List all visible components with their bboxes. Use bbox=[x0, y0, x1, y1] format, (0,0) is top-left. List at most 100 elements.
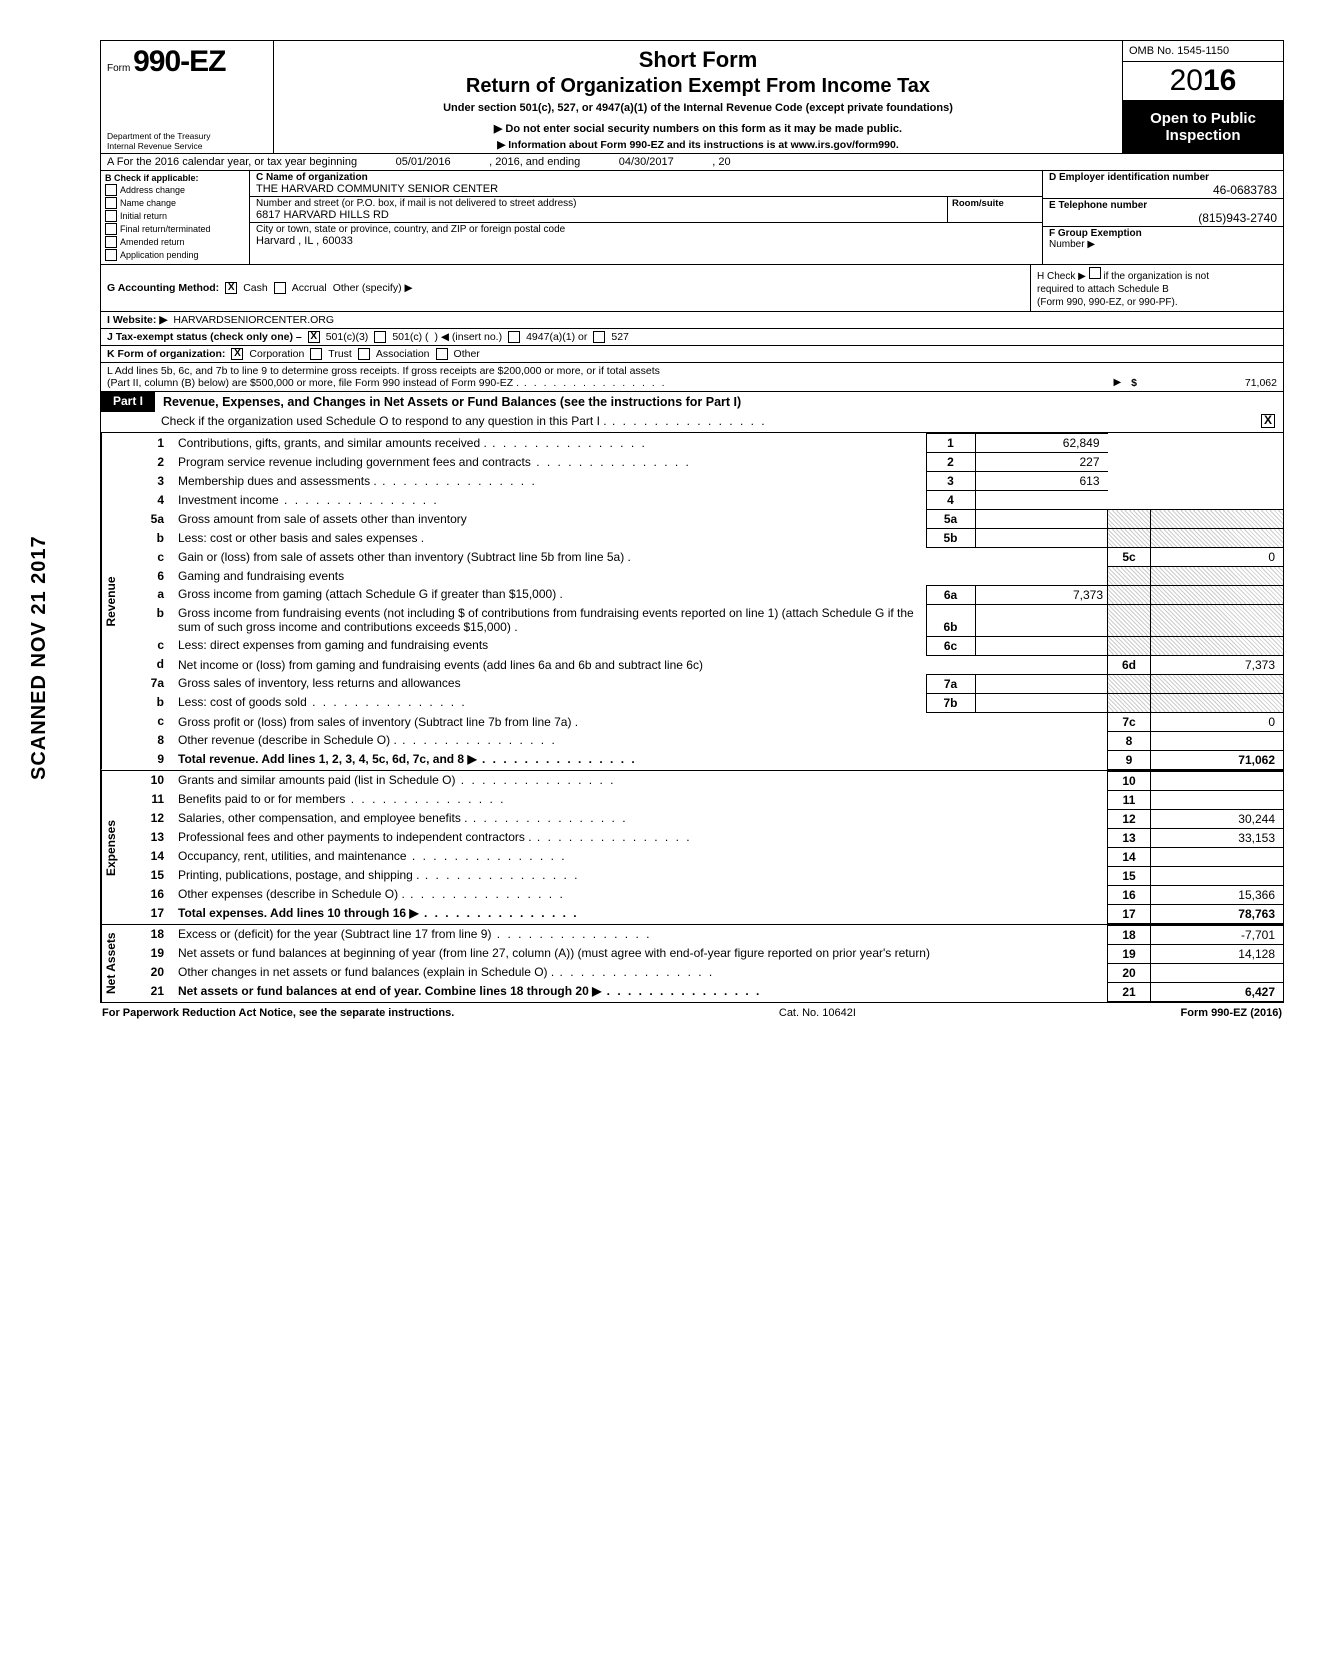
line-l-text1: L Add lines 5b, 6c, and 7b to line 9 to … bbox=[107, 365, 1277, 377]
chk-application-pending[interactable]: Application pending bbox=[105, 249, 245, 261]
line-6c: cLess: direct expenses from gaming and f… bbox=[130, 636, 1283, 655]
col-de: D Employer identification number 46-0683… bbox=[1042, 171, 1283, 264]
dept-line2: Internal Revenue Service bbox=[107, 142, 267, 151]
chk-name-change[interactable]: Name change bbox=[105, 197, 245, 209]
shade bbox=[1151, 636, 1284, 655]
row-a-tax-year: A For the 2016 calendar year, or tax yea… bbox=[100, 153, 1284, 170]
ld: Membership dues and assessments . bbox=[174, 472, 926, 491]
chk-501c3[interactable] bbox=[308, 331, 320, 343]
line-l-value: 71,062 bbox=[1177, 377, 1277, 389]
chk-cash[interactable] bbox=[225, 282, 237, 294]
shade bbox=[1108, 693, 1151, 712]
org-city-row: City or town, state or province, country… bbox=[250, 223, 1042, 248]
ln: c bbox=[130, 712, 174, 731]
lsv bbox=[975, 510, 1108, 529]
chk-4947a1[interactable] bbox=[508, 331, 520, 343]
chk-association[interactable] bbox=[358, 348, 370, 360]
lrn: 4 bbox=[926, 491, 975, 510]
lbl-accrual: Accrual bbox=[292, 282, 327, 294]
chk-accrual[interactable] bbox=[274, 282, 286, 294]
omb-number: OMB No. 1545-1150 bbox=[1123, 41, 1283, 62]
chk-schedule-o[interactable] bbox=[1261, 414, 1275, 428]
col-b-label: B Check if applicable: bbox=[105, 173, 245, 183]
ld: Net income or (loss) from gaming and fun… bbox=[174, 655, 1108, 674]
shade bbox=[1151, 529, 1284, 548]
open-line1: Open to Public bbox=[1123, 110, 1283, 127]
line-h-2: if the organization is not bbox=[1103, 271, 1209, 282]
ln: 7a bbox=[130, 674, 174, 693]
lrn: 1 bbox=[926, 434, 975, 453]
ld: Program service revenue including govern… bbox=[174, 453, 926, 472]
arrow-icon: ▶ bbox=[1113, 377, 1121, 389]
chk-other-org[interactable] bbox=[436, 348, 448, 360]
subtitle: Under section 501(c), 527, or 4947(a)(1)… bbox=[284, 102, 1112, 114]
shade bbox=[1108, 674, 1151, 693]
chk-label: Initial return bbox=[120, 211, 167, 221]
chk-527[interactable] bbox=[593, 331, 605, 343]
ln: 17 bbox=[130, 904, 174, 923]
short-form-title: Short Form bbox=[284, 47, 1112, 73]
open-to-public: Open to Public Inspection bbox=[1123, 101, 1283, 153]
chk-address-change[interactable]: Address change bbox=[105, 184, 245, 196]
netassets-side-label: Net Assets bbox=[101, 925, 130, 1002]
website-value: HARVARDSENIORCENTER.ORG bbox=[173, 314, 334, 326]
chk-initial-return[interactable]: Initial return bbox=[105, 210, 245, 222]
org-city: Harvard , IL , 60033 bbox=[256, 235, 1036, 247]
lrv: 14,128 bbox=[1151, 944, 1284, 963]
chk-501c[interactable] bbox=[374, 331, 386, 343]
lrv: 33,153 bbox=[1151, 828, 1284, 847]
footer-mid: Cat. No. 10642I bbox=[779, 1007, 856, 1019]
netassets-section: Net Assets 18Excess or (deficit) for the… bbox=[100, 925, 1284, 1003]
col-c-org: C Name of organization THE HARVARD COMMU… bbox=[250, 171, 1042, 264]
form-990ez: Form 990-EZ Department of the Treasury I… bbox=[100, 40, 1284, 1023]
line-19: 19Net assets or fund balances at beginni… bbox=[130, 944, 1283, 963]
chk-h[interactable] bbox=[1089, 267, 1101, 279]
lsb: 6b bbox=[926, 604, 975, 636]
ln: 10 bbox=[130, 771, 174, 790]
lbl-association: Association bbox=[376, 348, 430, 360]
line-3: 3Membership dues and assessments .3613 bbox=[130, 472, 1283, 491]
ld: Gross amount from sale of assets other t… bbox=[174, 510, 926, 529]
line-12: 12Salaries, other compensation, and empl… bbox=[130, 809, 1283, 828]
ein-value: 46-0683783 bbox=[1049, 183, 1277, 197]
lrn: 16 bbox=[1108, 885, 1151, 904]
line-6d: dNet income or (loss) from gaming and fu… bbox=[130, 655, 1283, 674]
ld: Contributions, gifts, grants, and simila… bbox=[174, 434, 926, 453]
part1-title: Revenue, Expenses, and Changes in Net As… bbox=[155, 392, 749, 412]
shade bbox=[1151, 604, 1284, 636]
chk-final-return[interactable]: Final return/terminated bbox=[105, 223, 245, 235]
line-7c: cGross profit or (loss) from sales of in… bbox=[130, 712, 1283, 731]
form-number-big: 990-EZ bbox=[133, 45, 225, 78]
ld: Less: cost of goods sold bbox=[174, 693, 926, 712]
lrv: 7,373 bbox=[1151, 655, 1284, 674]
line-g-accounting: G Accounting Method: Cash Accrual Other … bbox=[100, 265, 1284, 312]
chk-trust[interactable] bbox=[310, 348, 322, 360]
donot-line: Do not enter social security numbers on … bbox=[284, 122, 1112, 135]
lrv bbox=[1151, 866, 1284, 885]
group-exempt-cell: F Group Exemption Number ▶ bbox=[1043, 227, 1283, 251]
ld: Grants and similar amounts paid (list in… bbox=[174, 771, 1108, 790]
ln: c bbox=[130, 636, 174, 655]
chk-corporation[interactable] bbox=[231, 348, 243, 360]
page-footer: For Paperwork Reduction Act Notice, see … bbox=[100, 1003, 1284, 1023]
chk-amended-return[interactable]: Amended return bbox=[105, 236, 245, 248]
chk-label: Name change bbox=[120, 198, 176, 208]
ln: 1 bbox=[130, 434, 174, 453]
ld: Gaming and fundraising events bbox=[174, 567, 1108, 586]
line-16: 16Other expenses (describe in Schedule O… bbox=[130, 885, 1283, 904]
line-7b: bLess: cost of goods sold7b bbox=[130, 693, 1283, 712]
ld: Gross profit or (loss) from sales of inv… bbox=[174, 712, 1108, 731]
ln: 8 bbox=[130, 731, 174, 750]
line-i-label: I Website: ▶ bbox=[107, 314, 167, 326]
lsv bbox=[975, 674, 1108, 693]
lrv: 227 bbox=[975, 453, 1108, 472]
line-21: 21Net assets or fund balances at end of … bbox=[130, 982, 1283, 1001]
org-street-row: Number and street (or P.O. box, if mail … bbox=[250, 197, 1042, 223]
lrv bbox=[1151, 731, 1284, 750]
ld: Benefits paid to or for members bbox=[174, 790, 1108, 809]
line-h-3: required to attach Schedule B bbox=[1037, 284, 1169, 295]
lrv: -7,701 bbox=[1151, 925, 1284, 944]
ld: Total expenses. Add lines 10 through 16 … bbox=[174, 904, 1108, 923]
lbl-other-specify: Other (specify) ▶ bbox=[333, 282, 413, 294]
ld: Net assets or fund balances at beginning… bbox=[174, 944, 1108, 963]
